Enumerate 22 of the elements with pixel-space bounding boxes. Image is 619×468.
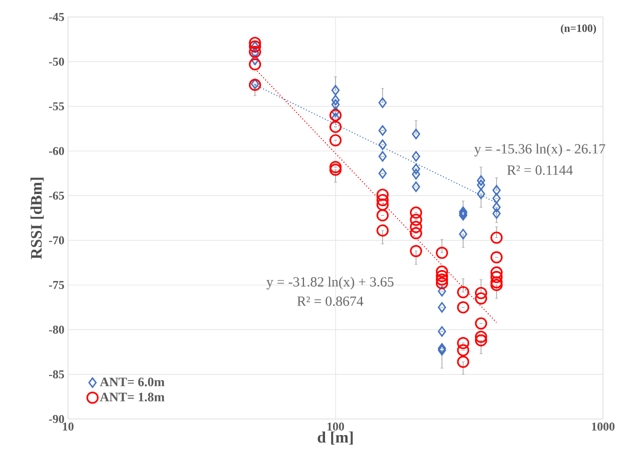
y-tick-label: -90 xyxy=(48,414,64,424)
y-tick-label: -45 xyxy=(48,12,64,21)
y-tick-label: -75 xyxy=(48,281,64,289)
y-tick-label: -65 xyxy=(48,192,64,200)
y-tick-label: -55 xyxy=(48,102,64,110)
annotation: y = -15.36 ln(x) - 26.17 xyxy=(474,144,606,156)
y-tick-label: -60 xyxy=(48,146,64,156)
y-tick-label: -70 xyxy=(48,236,64,244)
y-axis-title: RSSI [dBm] xyxy=(30,178,44,260)
y-tick-label: -85 xyxy=(48,370,64,378)
x-tick-label: 10 xyxy=(62,422,74,431)
y-tick-label: -50 xyxy=(48,58,64,66)
annotation: R² = 0.1144 xyxy=(507,165,573,175)
annotation: (n=100) xyxy=(560,24,596,34)
legend-label: ANT= 1.8m xyxy=(100,392,165,402)
legend-label: ANT= 6.0m xyxy=(100,378,165,386)
x-axis-title: d [m] xyxy=(318,431,353,445)
x-tick-label: 100 xyxy=(327,422,344,431)
annotation: R² = 0.8674 xyxy=(297,296,364,306)
x-tick-label: 1000 xyxy=(592,422,615,431)
y-tick-label: -80 xyxy=(48,326,64,334)
annotation: y = -31.82 ln(x) + 3.65 xyxy=(266,276,394,290)
